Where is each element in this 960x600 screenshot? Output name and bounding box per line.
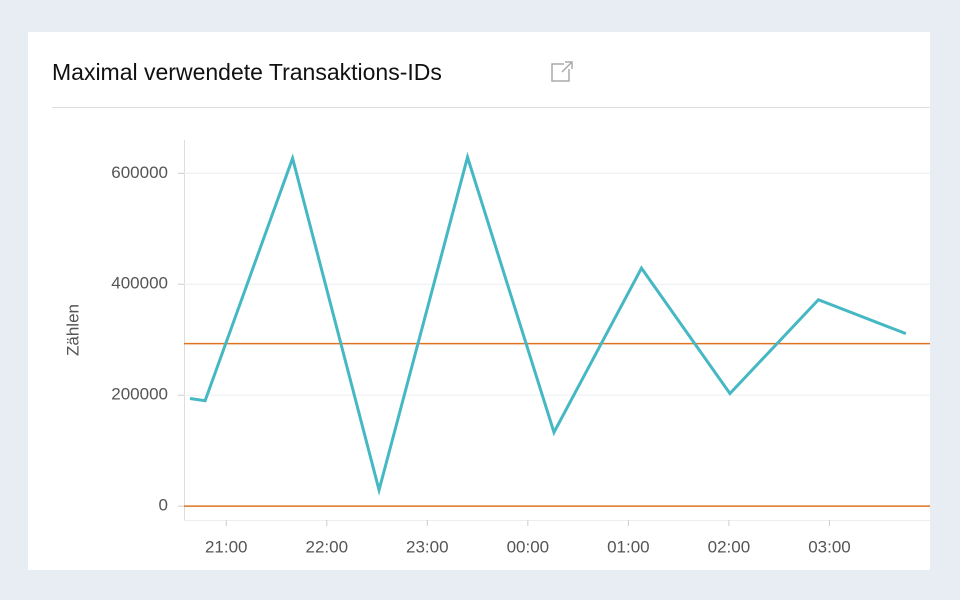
- data-line: [189, 151, 907, 496]
- y-tick-label: 200000: [111, 385, 168, 404]
- external-link-icon[interactable]: [551, 61, 573, 82]
- x-tick-label: 22:00: [305, 537, 348, 556]
- y-axis-title: Zählen: [63, 304, 82, 356]
- chart-title: Maximal verwendete Transaktions-IDs: [52, 59, 442, 85]
- y-tick-label: 400000: [111, 274, 168, 293]
- x-tick-label: 21:00: [205, 537, 248, 556]
- card: [28, 32, 930, 570]
- x-tick-label: 02:00: [708, 537, 751, 556]
- x-tick-label: 00:00: [507, 537, 550, 556]
- x-tick-label: 23:00: [406, 537, 449, 556]
- x-tick-label: 03:00: [808, 537, 851, 556]
- icon-arrow: [561, 61, 573, 73]
- y-tick-label: 600000: [111, 163, 168, 182]
- y-tick-label: 0: [159, 496, 168, 515]
- icon-box: [551, 63, 570, 82]
- x-tick-label: 01:00: [607, 537, 650, 556]
